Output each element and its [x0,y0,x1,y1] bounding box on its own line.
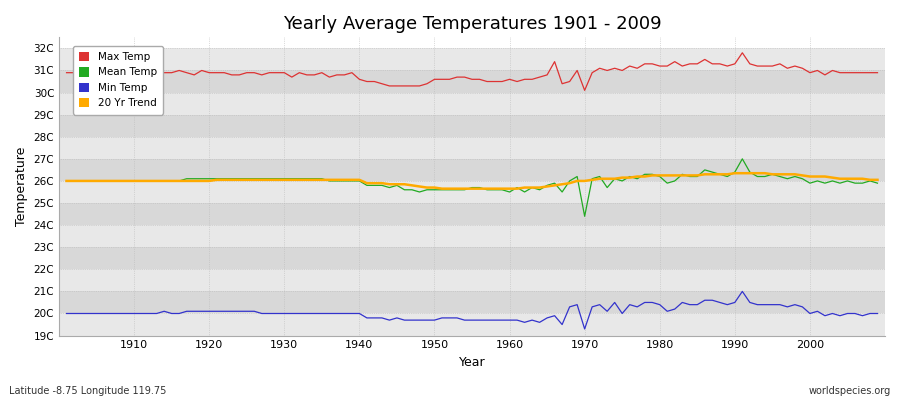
Bar [59,159,885,181]
Bar [59,291,885,314]
Y-axis label: Temperature: Temperature [15,147,28,226]
Bar [59,203,885,225]
Bar [59,70,885,92]
Bar [59,92,885,115]
Bar [59,247,885,269]
Legend: Max Temp, Mean Temp, Min Temp, 20 Yr Trend: Max Temp, Mean Temp, Min Temp, 20 Yr Tre… [73,46,163,114]
Title: Yearly Average Temperatures 1901 - 2009: Yearly Average Temperatures 1901 - 2009 [283,15,662,33]
Bar [59,137,885,159]
Bar [59,115,885,137]
Bar [59,314,885,336]
X-axis label: Year: Year [459,356,485,369]
Bar [59,269,885,291]
Bar [59,225,885,247]
Text: worldspecies.org: worldspecies.org [809,386,891,396]
Bar [59,181,885,203]
Bar [59,48,885,70]
Text: Latitude -8.75 Longitude 119.75: Latitude -8.75 Longitude 119.75 [9,386,166,396]
